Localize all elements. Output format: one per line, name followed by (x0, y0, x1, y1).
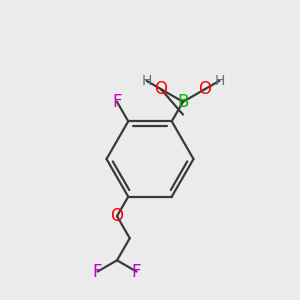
Text: O: O (154, 80, 167, 98)
Text: F: F (93, 262, 102, 280)
Text: H: H (141, 74, 152, 88)
Text: O: O (199, 80, 212, 98)
Text: F: F (132, 262, 141, 280)
Text: H: H (214, 74, 225, 88)
Text: B: B (177, 93, 189, 111)
Text: F: F (112, 93, 122, 111)
Text: O: O (110, 207, 124, 225)
